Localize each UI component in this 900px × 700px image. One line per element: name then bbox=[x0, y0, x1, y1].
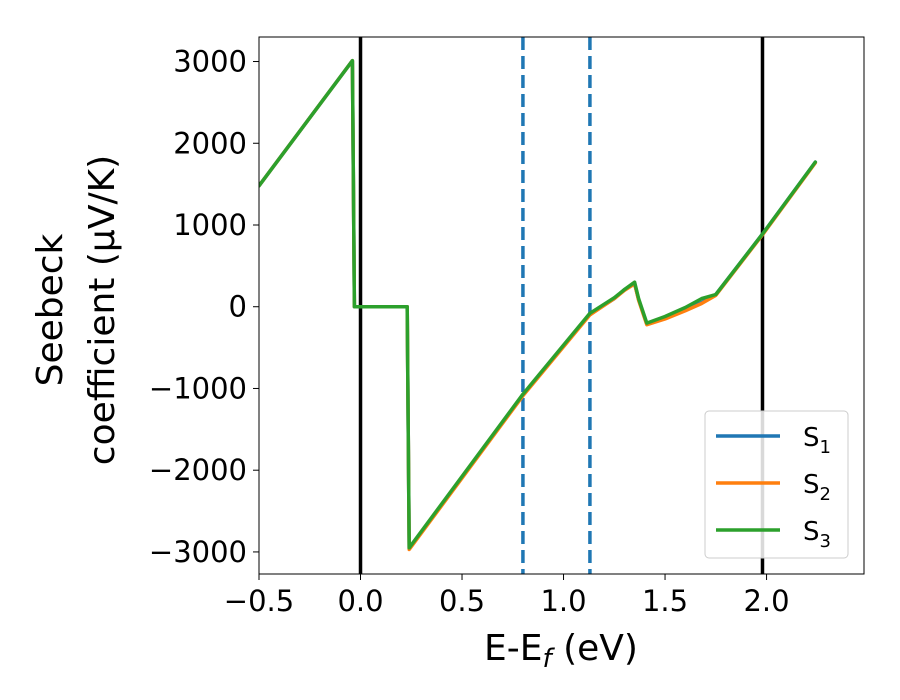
y-tick-label: −2000 bbox=[149, 453, 247, 487]
y-tick-label: 3000 bbox=[173, 45, 247, 79]
y-tick-label: 1000 bbox=[173, 208, 247, 242]
x-tick-label: 1.5 bbox=[642, 584, 688, 618]
x-tick-label: 0.5 bbox=[439, 584, 485, 618]
y-tick-label: 0 bbox=[229, 290, 247, 324]
y-tick-label: −1000 bbox=[149, 371, 247, 405]
x-axis: −0.5 0.0 0.5 1.0 1.5 2.0 bbox=[224, 574, 790, 618]
x-tick-label: −0.5 bbox=[224, 584, 294, 618]
y-tick-label: 2000 bbox=[173, 126, 247, 160]
x-tick-label: 2.0 bbox=[743, 584, 789, 618]
y-tick-label: −3000 bbox=[149, 535, 247, 569]
x-tick-label: 1.0 bbox=[540, 584, 586, 618]
y-axis: −3000 −2000 −1000 0 1000 2000 3000 bbox=[149, 45, 259, 569]
y-axis-title-line1: Seebeck bbox=[30, 233, 71, 386]
y-axis-title-line2: coefficient (μV/K) bbox=[82, 155, 123, 465]
x-axis-title: E-Ef (eV) bbox=[484, 628, 638, 674]
x-tick-label: 0.0 bbox=[337, 584, 383, 618]
